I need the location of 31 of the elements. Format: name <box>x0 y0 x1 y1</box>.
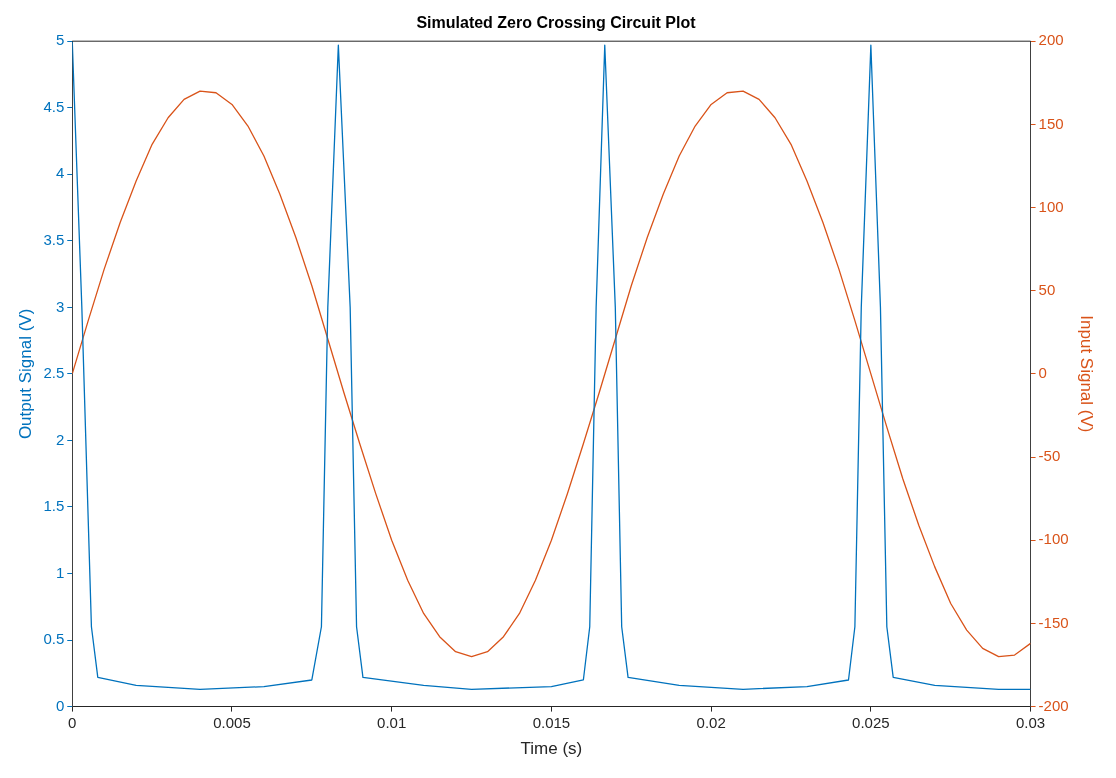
y-tick-label: 0 <box>55 696 65 714</box>
chart-title: Simulated Zero Crossing Circuit Plot <box>416 14 697 32</box>
y2-tick-label: 0 <box>1038 364 1047 382</box>
y-tick-label: 1 <box>55 563 65 581</box>
y-tick-label: 3 <box>55 297 65 315</box>
x-tick-label: 0.015 <box>532 713 571 731</box>
y-tick-label: 4 <box>55 164 65 182</box>
y2-tick-label: 50 <box>1038 280 1056 298</box>
y2-tick-label: -100 <box>1038 530 1069 548</box>
x-tick-label: 0.025 <box>852 713 890 731</box>
y2-tick-label: -200 <box>1038 696 1069 714</box>
x-tick-label: 0.02 <box>696 713 726 731</box>
y-tick-label: 1.5 <box>43 497 65 515</box>
y2-tick-label: 200 <box>1038 31 1064 49</box>
y2-tick-label: -50 <box>1038 447 1061 465</box>
y-tick-label: 0.5 <box>43 630 65 648</box>
x-axis-title: Time (s) <box>520 739 583 759</box>
y-tick-label: 3.5 <box>43 230 65 248</box>
x-tick-label: 0.01 <box>377 713 407 731</box>
x-tick-label: 0.005 <box>213 713 251 731</box>
x-tick-label: 0 <box>68 713 77 731</box>
y2-tick-label: 150 <box>1038 114 1064 132</box>
y-axis-title: Output Signal (V) <box>15 308 35 440</box>
y-tick-label: 2 <box>55 430 65 448</box>
y2-tick-label: 100 <box>1038 197 1064 215</box>
y-tick-label: 5 <box>55 31 65 49</box>
x-tick-label: 0.03 <box>1015 713 1046 731</box>
y2-tick-label: -150 <box>1038 613 1069 631</box>
y-tick-label: 4.5 <box>43 97 65 115</box>
y2-axis-title: Input Signal (V) <box>1077 315 1097 433</box>
y-tick-label: 2.5 <box>43 364 65 382</box>
